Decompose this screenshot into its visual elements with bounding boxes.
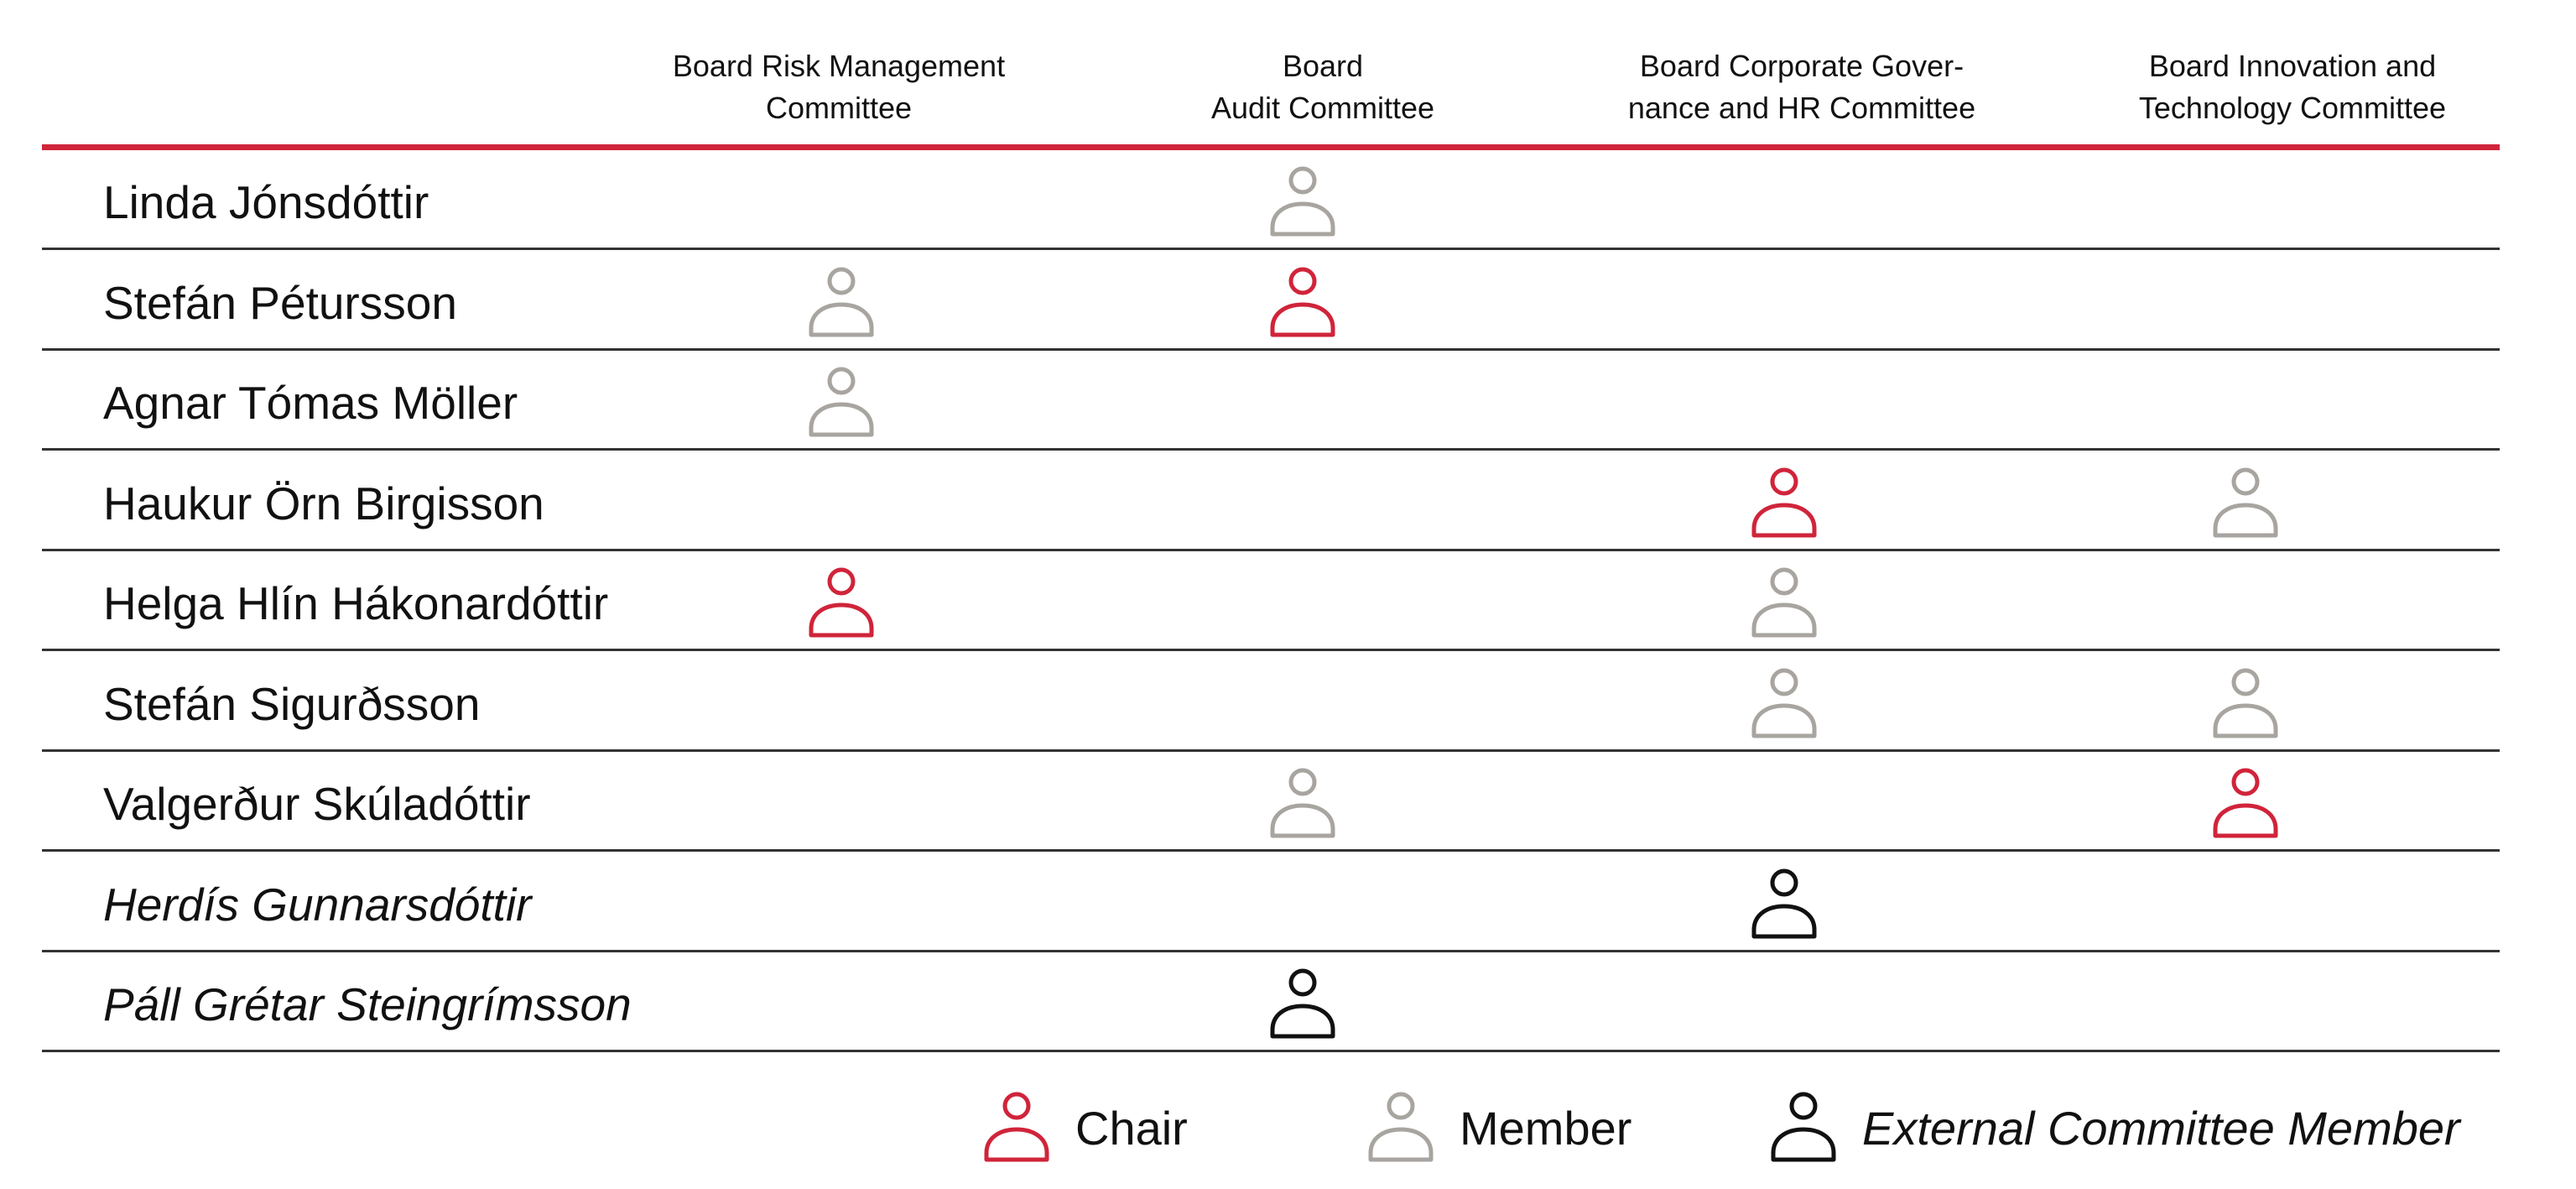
person-icon — [1267, 764, 1338, 841]
member-name: Stefán Pétursson — [103, 277, 457, 329]
table-row: Stefán Pétursson — [42, 251, 2500, 351]
member-name: Agnar Tómas Möller — [103, 377, 518, 429]
person-icon — [981, 1087, 1052, 1165]
person-icon — [1749, 664, 1819, 741]
row-divider — [42, 749, 2500, 752]
person-icon — [2210, 764, 2281, 841]
table-row: Herdís Gunnarsdóttir — [42, 853, 2500, 952]
row-divider — [42, 549, 2500, 551]
person-icon — [806, 563, 877, 640]
person-icon — [1749, 864, 1819, 941]
row-divider — [42, 950, 2500, 952]
row-divider — [42, 849, 2500, 852]
person-icon — [1749, 463, 1819, 540]
person-icon — [1749, 563, 1819, 640]
row-divider — [42, 649, 2500, 651]
table-row: Páll Grétar Steingrímsson — [42, 952, 2500, 1052]
row-divider — [42, 348, 2500, 351]
member-name: Herdís Gunnarsdóttir — [103, 879, 532, 931]
row-divider — [42, 248, 2500, 250]
header-rule — [42, 144, 2500, 150]
column-header-innovation: Board Innovation and Technology Committe… — [2138, 49, 2447, 125]
legend-label: Chair — [1075, 1102, 1188, 1155]
member-name: Helga Hlín Hákonardóttir — [103, 577, 609, 629]
person-icon — [1267, 263, 1338, 340]
member-name: Páll Grétar Steingrímsson — [103, 978, 632, 1030]
row-divider — [42, 448, 2500, 451]
table-row: Agnar Tómas Möller — [42, 351, 2500, 451]
table-row: Valgerður Skúladóttir — [42, 752, 2500, 852]
table-row: Helga Hlín Hákonardóttir — [42, 551, 2500, 651]
person-icon — [2210, 463, 2281, 540]
person-icon — [1267, 162, 1338, 239]
column-header-governance: Board Corporate Gover- nance and HR Comm… — [1627, 49, 1976, 125]
row-divider — [42, 1050, 2500, 1052]
person-icon — [806, 263, 877, 340]
column-header-risk: Board Risk Management Committee — [672, 49, 1006, 125]
person-icon — [806, 362, 877, 440]
table-row: Linda Jónsdóttir — [42, 150, 2500, 250]
legend-label: External Committee Member — [1862, 1102, 2460, 1155]
person-icon — [1267, 964, 1338, 1041]
table-row: Stefán Sigurðsson — [42, 652, 2500, 752]
person-icon — [2210, 664, 2281, 741]
person-icon — [1768, 1087, 1839, 1165]
member-name: Linda Jónsdóttir — [103, 176, 429, 228]
person-icon — [1366, 1087, 1436, 1165]
member-name: Stefán Sigurðsson — [103, 678, 481, 730]
column-header-audit: Board Audit Committee — [1210, 49, 1435, 125]
table-row: Haukur Örn Birgisson — [42, 451, 2500, 551]
member-name: Valgerður Skúladóttir — [103, 778, 531, 830]
legend-label: Member — [1460, 1102, 1632, 1155]
member-name: Haukur Örn Birgisson — [103, 477, 544, 529]
